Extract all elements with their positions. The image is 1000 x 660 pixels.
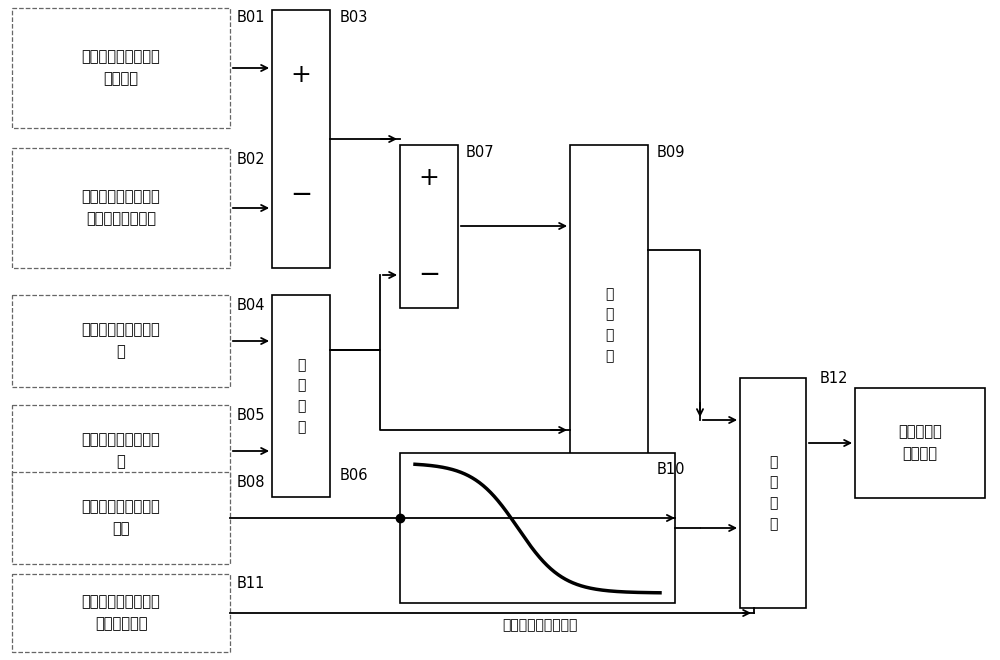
Text: B05: B05 — [237, 408, 266, 423]
Text: 功
率
换
算: 功 率 换 算 — [297, 358, 305, 434]
Text: 前驱电机的
放电能力: 前驱电机的 放电能力 — [898, 424, 942, 461]
Bar — [272, 10, 330, 268]
Text: 取
最
小
值: 取 最 小 值 — [769, 455, 777, 531]
Text: B01: B01 — [237, 10, 266, 25]
Bar — [855, 388, 985, 498]
Text: B04: B04 — [237, 298, 266, 313]
Bar — [570, 145, 648, 505]
Text: B10: B10 — [657, 462, 686, 477]
Text: 扭
矩
换
算: 扭 矩 换 算 — [605, 287, 613, 363]
Text: 获取前驱电机的当前
转速: 获取前驱电机的当前 转速 — [82, 500, 160, 537]
Text: 获取发电机的当前扭
矩: 获取发电机的当前扭 矩 — [82, 322, 160, 360]
Text: +: + — [291, 63, 311, 87]
Bar — [12, 295, 230, 387]
Bar — [400, 145, 458, 308]
Bar — [272, 295, 330, 497]
Text: 前驱电机外特性曲线: 前驱电机外特性曲线 — [502, 618, 578, 632]
Bar — [12, 8, 230, 128]
Text: B03: B03 — [340, 10, 368, 25]
Bar — [12, 472, 230, 564]
Text: 获取动力电池的剩余
放电功率: 获取动力电池的剩余 放电功率 — [82, 50, 160, 86]
Text: −: − — [290, 182, 312, 208]
Text: B06: B06 — [340, 468, 368, 483]
Text: B08: B08 — [237, 475, 266, 490]
Text: +: + — [419, 166, 439, 190]
Bar — [12, 405, 230, 497]
Text: B09: B09 — [657, 145, 686, 160]
Text: B12: B12 — [820, 371, 848, 386]
Text: 获取发电机的当前转
速: 获取发电机的当前转 速 — [82, 432, 160, 470]
Text: B02: B02 — [237, 152, 266, 167]
Bar — [12, 148, 230, 268]
Text: 获取前驱电机的最大
允许放电扭矩: 获取前驱电机的最大 允许放电扭矩 — [82, 595, 160, 632]
Text: B11: B11 — [237, 576, 265, 591]
Text: −: − — [418, 262, 440, 288]
Bar — [400, 453, 675, 603]
Bar — [740, 378, 806, 608]
Text: B07: B07 — [466, 145, 495, 160]
Text: 获取低压负载用电部
件的实际耗电功率: 获取低压负载用电部 件的实际耗电功率 — [82, 189, 160, 226]
Bar — [12, 574, 230, 652]
